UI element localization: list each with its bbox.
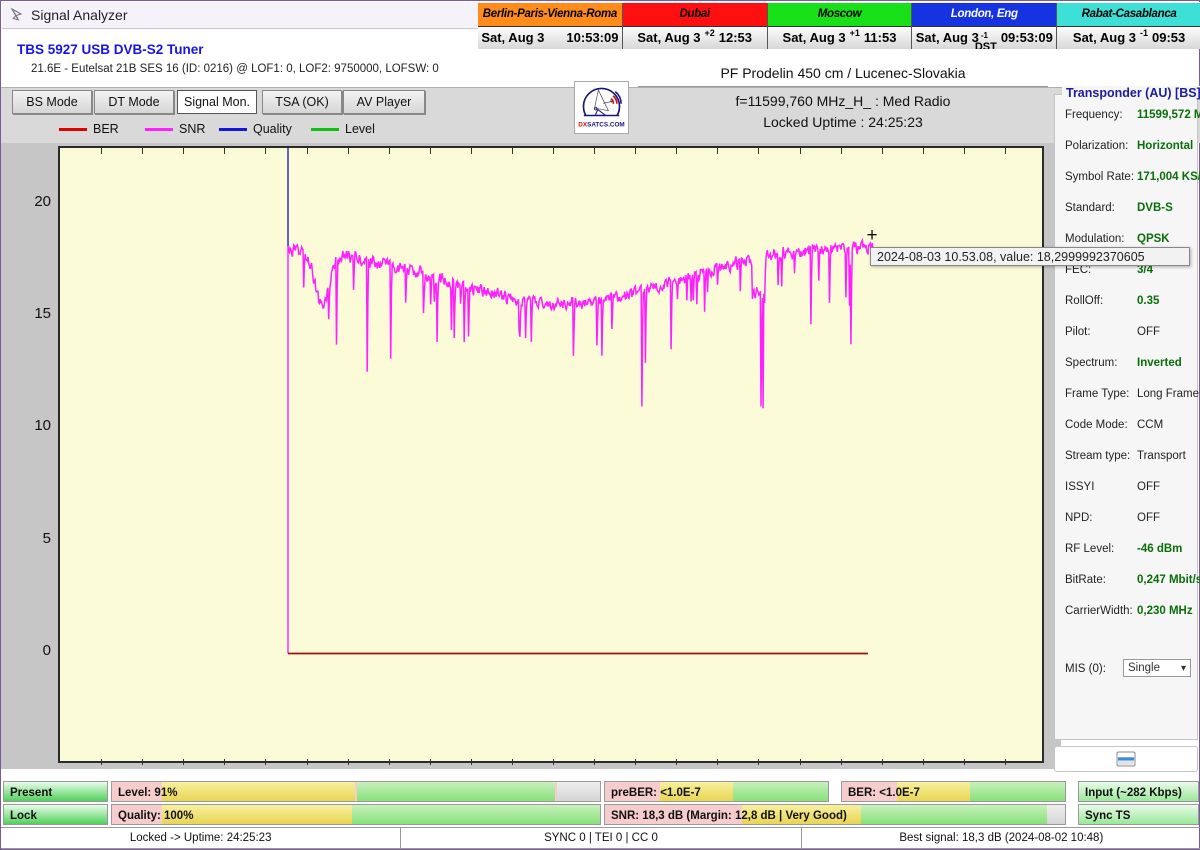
svg-text:DXSATCS.COM: DXSATCS.COM [578,122,624,129]
